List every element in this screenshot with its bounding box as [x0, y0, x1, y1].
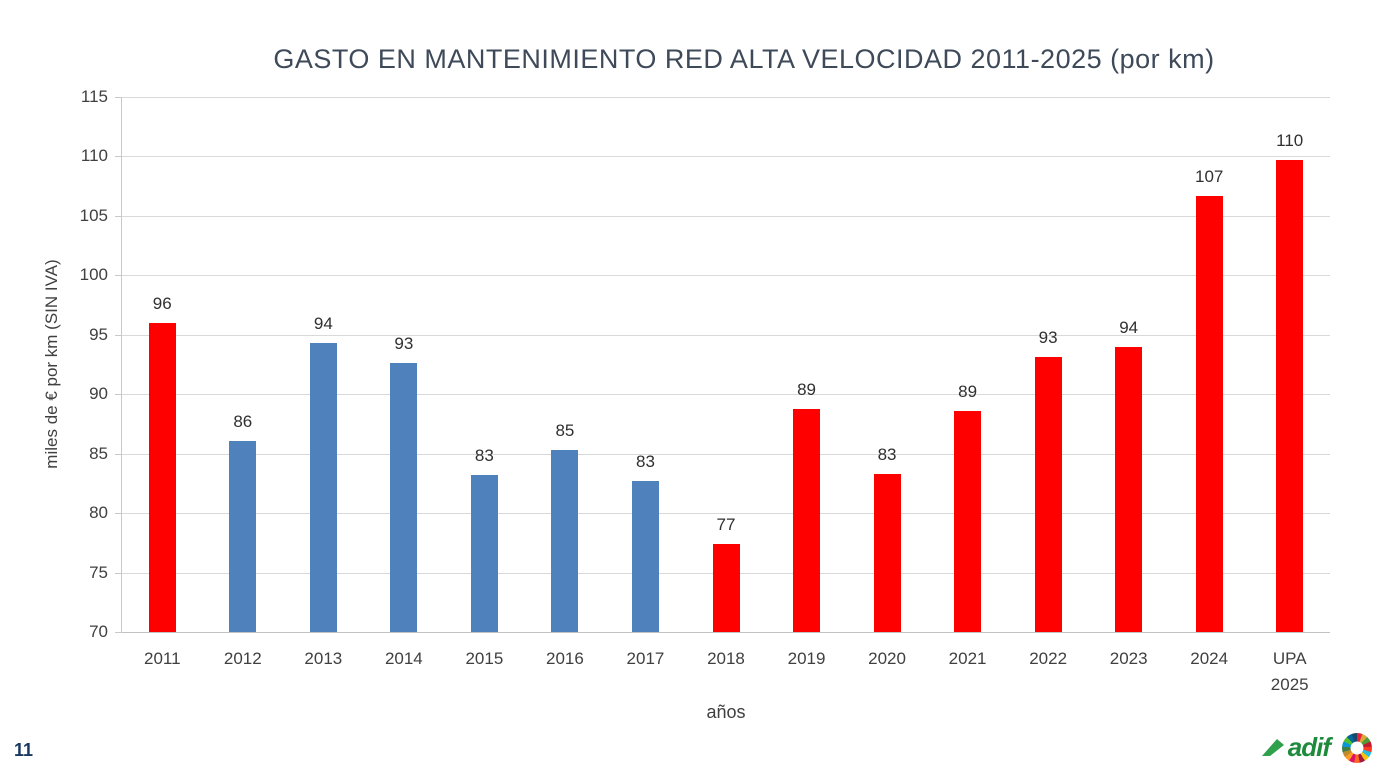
adif-logo: adif [1260, 732, 1331, 763]
y-tick-mark [115, 453, 122, 455]
footer-logos: adif [1260, 732, 1372, 763]
y-tick-label: 80 [89, 503, 108, 523]
gridline [122, 275, 1330, 277]
sdg-wheel-center [1350, 741, 1364, 754]
y-tick-label: 95 [89, 324, 108, 344]
bar-value-label: 89 [797, 379, 816, 399]
x-tick-label: UPA 2025 [1270, 649, 1309, 694]
bar-value-label: 93 [1038, 328, 1058, 348]
bar-value-label: 85 [555, 421, 575, 441]
y-tick-mark [115, 97, 122, 98]
y-tick-mark [115, 632, 122, 633]
gridline [122, 215, 1330, 217]
y-tick-label: 90 [89, 384, 108, 404]
bar-value-label: 93 [394, 334, 414, 354]
bar-value-label: 83 [635, 452, 655, 472]
x-axis-title: años [706, 702, 746, 722]
x-tick-label: 2024 [1190, 649, 1229, 668]
bar-2013 [309, 343, 337, 632]
sdg-wheel-icon [1342, 732, 1372, 763]
x-tick-label: 2016 [546, 649, 584, 668]
x-tick-label: 2018 [707, 649, 745, 668]
y-tick-mark [115, 334, 122, 336]
page-number: 11 [14, 740, 34, 760]
plot-area: 70 75 80 85 90 95 100 105 110 115 96 2011 86 2012 94 20… [80, 87, 1330, 694]
gridline [122, 97, 1330, 98]
y-tick-mark [115, 275, 122, 277]
x-tick-label: 2019 [787, 649, 826, 668]
bar-2022 [1034, 357, 1062, 632]
x-tick-label: 2022 [1029, 649, 1068, 668]
bar-value-label: 107 [1195, 166, 1224, 186]
gridline [122, 632, 1330, 633]
gridline [122, 394, 1330, 396]
bar-2020 [873, 473, 901, 632]
gridline [122, 156, 1330, 158]
x-tick-label: 2017 [626, 649, 665, 668]
x-tick-label: 2013 [304, 649, 343, 668]
bar-2021 [954, 410, 982, 632]
adif-swoosh-icon [1261, 738, 1284, 756]
bar-value-label: 83 [877, 444, 897, 464]
bar-2018 [712, 544, 740, 632]
bar-value-label: 94 [1119, 317, 1139, 337]
x-tick-label: 2014 [384, 649, 423, 668]
bar-value-label: 89 [958, 381, 978, 401]
bar-2024 [1195, 195, 1223, 632]
x-tick-label: 2012 [223, 649, 262, 668]
y-tick-label: 70 [89, 622, 108, 641]
bar-value-label: 77 [716, 515, 736, 535]
bar-2011 [148, 322, 176, 632]
y-tick-mark [115, 572, 122, 574]
bar-2023 [1115, 346, 1143, 632]
x-tick-label: 2011 [143, 649, 181, 668]
bar-2017 [631, 481, 659, 632]
x-tick-label: 2021 [948, 649, 987, 668]
bar-value-label: 96 [152, 293, 172, 313]
bar-2014 [390, 363, 418, 632]
gridline [122, 334, 1330, 336]
gridline [122, 453, 1330, 455]
bar-value-label: 110 [1276, 131, 1304, 151]
gridline [122, 513, 1330, 515]
bar-2015 [470, 475, 498, 632]
x-tick-label: 2023 [1109, 649, 1148, 668]
y-tick-label: 110 [80, 146, 108, 166]
adif-wordmark: adif [1287, 732, 1331, 762]
x-tick-label: 2020 [868, 649, 906, 668]
bar-2016 [551, 450, 579, 632]
y-tick-mark [115, 394, 122, 396]
y-tick-label: 75 [89, 562, 108, 582]
y-tick-label: 85 [89, 443, 108, 463]
y-tick-mark [115, 513, 122, 515]
y-axis-title: miles de € por km (SIN IVA) [42, 259, 61, 469]
y-tick-mark [115, 156, 122, 158]
bar-2019 [793, 408, 821, 632]
bar-value-label: 94 [313, 314, 333, 334]
y-tick-mark [115, 215, 122, 217]
bar-UPA-2025 [1276, 160, 1304, 632]
y-tick-label: 105 [79, 205, 108, 225]
y-tick-label: 115 [80, 87, 108, 106]
bar-value-label: 83 [474, 446, 494, 466]
y-tick-label: 100 [79, 265, 108, 285]
bar-value-label: 86 [233, 411, 253, 431]
bar-2012 [229, 440, 257, 632]
x-tick-label: 2015 [465, 649, 504, 668]
chart-title: GASTO EN MANTENIMIENTO RED ALTA VELOCIDA… [273, 44, 1215, 74]
y-axis-line [121, 97, 122, 632]
